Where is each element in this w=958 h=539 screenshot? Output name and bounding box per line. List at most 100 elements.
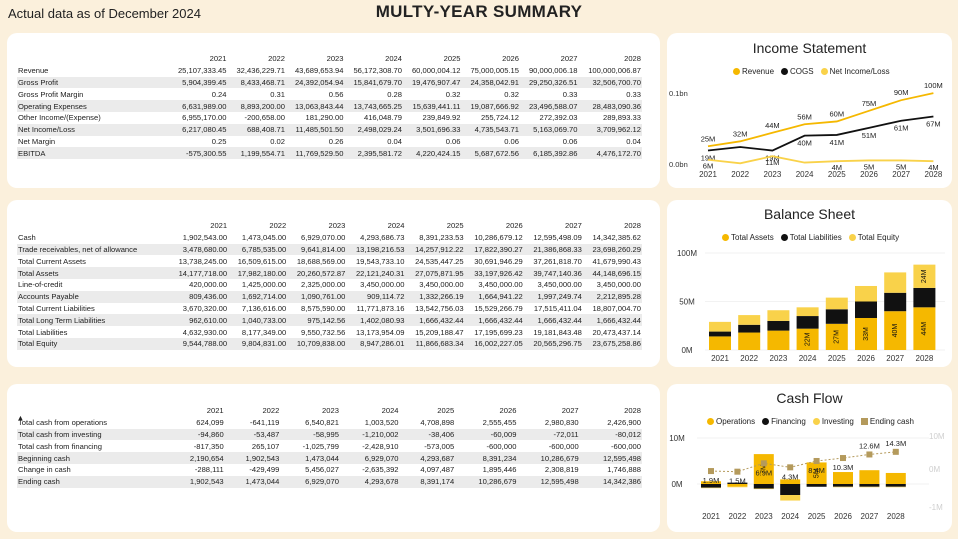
legend-item[interactable]: Investing [812,417,854,426]
bar-segment[interactable] [780,479,801,484]
ending-cash-marker[interactable] [813,457,820,464]
bar-segment[interactable] [780,495,801,501]
bar-segment[interactable] [885,486,906,488]
column-header-year[interactable]: 2026 [502,54,519,64]
balance-row: Total Liabilities 4,632,930.00 8,177,349.0… [17,326,642,338]
bar-segment[interactable] [753,454,774,484]
income-statement-table: 2021 2022 2023 2024 2025 2026 2027 2028 Revenue 2… [17,53,642,160]
bar-segment[interactable] [796,307,819,317]
column-header-year[interactable]: 2024 [381,406,399,416]
cell-value: 13,063,843.44 [286,100,345,112]
legend-item[interactable]: Total Equity [848,233,899,242]
legend-item[interactable]: COGS [781,67,814,76]
bar-segment[interactable] [825,323,848,350]
column-header-year[interactable]: 2026 [505,221,523,231]
bar-segment[interactable] [727,484,748,487]
cell-value: 21,386,868.33 [523,243,583,256]
column-header-year[interactable]: 2022 [268,54,285,64]
bar-segment[interactable] [767,330,790,350]
sort-ascending-icon[interactable]: ▲ [17,415,24,422]
column-header-year[interactable]: 2021 [210,221,228,231]
ending-cash-marker[interactable] [708,468,714,475]
legend-item[interactable]: Ending cash [860,417,914,426]
bar-segment[interactable] [913,307,936,350]
column-header-year[interactable]: 2028 [624,406,641,416]
bar-segment[interactable] [825,297,848,310]
bar-segment[interactable] [806,484,827,487]
column-header-year[interactable]: 2027 [560,54,578,64]
bar-segment[interactable] [701,487,721,489]
bar-segment[interactable] [833,484,853,487]
bar-segment[interactable] [767,310,790,321]
legend-item[interactable]: Financing [762,417,806,426]
column-header-year[interactable]: 2024 [385,54,402,64]
column-header-year[interactable]: 2022 [262,406,280,416]
bar-segment[interactable] [727,486,748,488]
bar-segment[interactable] [885,484,906,487]
column-header-year[interactable]: 2025 [446,221,464,231]
bar-segment[interactable] [855,301,877,318]
cell-value: 1,040,733.00 [228,314,288,327]
cell-value: 12,595,498 [517,475,580,488]
column-header-year[interactable]: 2023 [322,406,339,416]
cell-value: 3,450,000.00 [537,280,582,290]
cell-value: -80,012 [579,428,642,441]
bar-segment[interactable] [796,328,819,350]
bar-segment[interactable] [913,287,936,308]
bar-segment[interactable] [833,486,853,488]
bar-segment[interactable] [709,336,731,350]
cell-value: 1,425,000.00 [241,280,287,290]
column-header-year[interactable]: 2022 [269,221,287,231]
bar-segment[interactable] [753,488,774,490]
bar-segment[interactable] [709,321,731,332]
bar-segment[interactable] [701,484,721,488]
income-row: Net Margin 0.25 0.02 0.26 0.04 0.06 0.06 0.06 0.… [17,136,642,148]
column-header-year[interactable]: 2027 [564,221,582,231]
bar-segment[interactable] [855,317,877,350]
column-header-year[interactable]: 2026 [499,406,517,416]
bar-segment[interactable] [859,484,880,487]
bar-segment[interactable] [738,324,761,333]
ending-cash-marker[interactable] [892,448,899,455]
bar-segment[interactable] [825,309,848,324]
bar-segment[interactable] [767,320,790,331]
y-tick-label: 0.0bn [669,160,688,169]
bar-segment[interactable] [796,316,819,329]
bar-segment[interactable] [738,332,761,350]
legend-item[interactable]: Net Income/Loss [820,67,890,76]
column-header-year[interactable]: 2028 [624,54,641,64]
bar-segment[interactable] [701,481,721,484]
bar-segment[interactable] [884,311,907,350]
bar-segment[interactable] [833,472,853,484]
column-header-year[interactable]: 2023 [328,221,346,231]
bar-segment[interactable] [855,285,877,302]
bar-segment[interactable] [884,272,907,293]
column-header-year[interactable]: 2023 [326,54,344,64]
bar-segment[interactable] [885,472,906,484]
column-header-year[interactable]: 2027 [561,406,579,416]
column-header-year[interactable]: 2025 [437,406,455,416]
bar-segment[interactable] [859,486,880,488]
bar-segment[interactable] [859,470,880,484]
ending-cash-label: 12.6M [859,441,880,450]
bar-segment[interactable] [753,484,774,489]
column-header-year[interactable]: 2028 [624,221,641,231]
bar-segment[interactable] [738,315,761,325]
ending-cash-marker[interactable] [734,468,741,475]
ending-cash-marker[interactable] [760,460,767,467]
ending-cash-marker[interactable] [840,455,846,462]
column-header-year[interactable]: 2025 [443,54,461,64]
legend-item[interactable]: Revenue [733,67,774,76]
column-header-year[interactable]: 2024 [387,221,405,231]
bar-segment[interactable] [884,292,907,312]
bar-segment[interactable] [709,331,731,337]
bar-segment[interactable] [806,462,827,484]
bar-segment[interactable] [780,484,801,496]
column-header-year[interactable]: 2021 [209,54,227,64]
legend-item[interactable]: Operations [707,417,755,426]
legend-item[interactable]: Total Liabilities [780,233,842,242]
column-header-year[interactable]: 2021 [206,406,224,416]
legend-item[interactable]: Total Assets [722,233,774,242]
bar-segment[interactable] [727,482,748,484]
bar-segment[interactable] [913,264,936,288]
